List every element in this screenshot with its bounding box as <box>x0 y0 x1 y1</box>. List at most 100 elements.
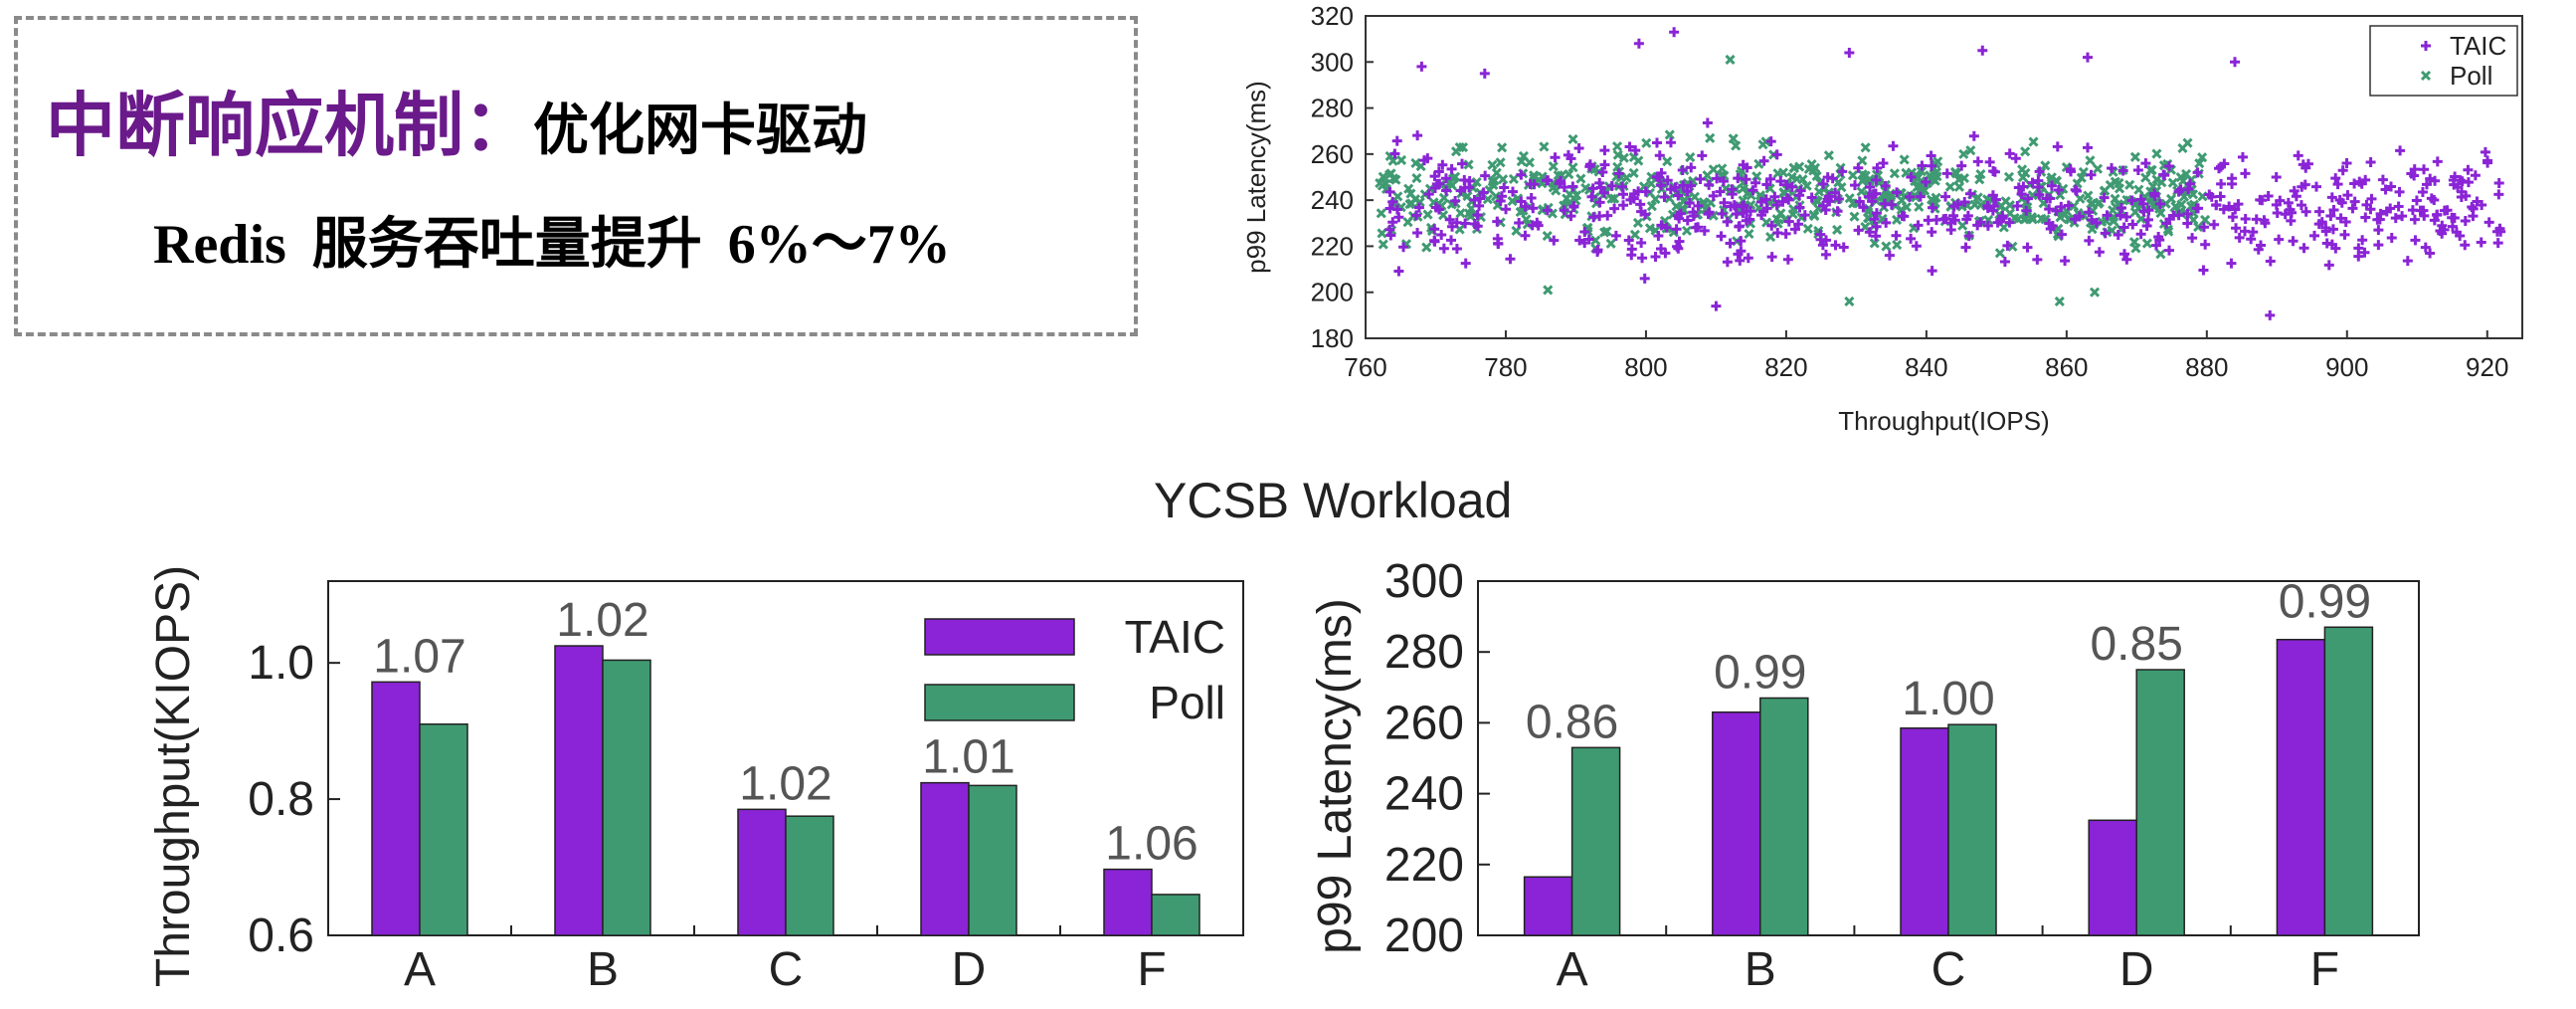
taic-point <box>1880 180 1891 191</box>
taic-point <box>2313 219 2324 230</box>
poll-point <box>1832 224 1843 235</box>
poll-point <box>1646 171 1657 182</box>
scatter-x-tick-label: 760 <box>1344 352 1386 382</box>
taic-point <box>1820 235 1831 246</box>
poll-point <box>2420 70 2432 82</box>
taic-point <box>1699 225 1710 236</box>
taic-point <box>1479 68 1490 79</box>
poll-point <box>1515 206 1526 218</box>
taic-point <box>1892 187 1903 198</box>
taic-point <box>1766 252 1777 263</box>
taic-point <box>2102 210 2113 221</box>
taic-point <box>1972 220 1983 231</box>
poll-point <box>1495 157 1506 168</box>
taic-point <box>1639 273 1650 284</box>
scatter-x-axis-label: Throughput(IOPS) <box>1838 406 2049 436</box>
throughput-x-tick-label: D <box>952 943 987 996</box>
taic-point <box>1588 212 1599 223</box>
callout-sub-text: 服务吞吐量提升 <box>311 212 702 277</box>
latency-x-tick-label: B <box>1745 943 1776 996</box>
taic-point <box>2339 229 2350 240</box>
poll-point <box>2110 193 2120 204</box>
poll-point <box>1605 238 1616 249</box>
throughput-legend-swatch-poll <box>924 684 1075 721</box>
poll-point <box>1788 162 1799 173</box>
taic-point <box>1941 168 1952 179</box>
latency-x-tick-label: A <box>1557 943 1588 996</box>
taic-point <box>2349 196 2360 207</box>
taic-point <box>1905 191 1916 202</box>
poll-point <box>1448 173 1459 184</box>
taic-point <box>2411 195 2422 206</box>
poll-point <box>2181 168 2192 179</box>
taic-point <box>1446 235 1457 246</box>
taic-point <box>2198 265 2209 276</box>
taic-point <box>2004 148 2015 159</box>
taic-point <box>2143 205 2154 216</box>
latency-bar-taic-b <box>1712 710 1761 936</box>
scatter-x-tick-label: 800 <box>1624 352 1667 382</box>
taic-point <box>1818 178 1829 189</box>
poll-point <box>1892 239 1903 251</box>
poll-point <box>1529 170 1540 181</box>
taic-point <box>1982 220 1993 231</box>
taic-point <box>1872 162 1883 173</box>
taic-point <box>1871 208 1882 219</box>
taic-point <box>1693 200 1704 211</box>
poll-point <box>1590 235 1601 246</box>
taic-point <box>1864 182 1875 193</box>
taic-point <box>2012 200 2023 211</box>
taic-point <box>2373 240 2384 251</box>
taic-point <box>2082 52 2093 63</box>
poll-point <box>2163 226 2174 237</box>
taic-point <box>1782 193 1793 204</box>
taic-point <box>2286 215 2297 226</box>
poll-point <box>1497 142 1508 153</box>
taic-point <box>1928 202 1937 213</box>
taic-point <box>2314 206 2324 217</box>
scatter-x-tick-label: 820 <box>1764 352 1807 382</box>
poll-point <box>2151 148 2162 159</box>
poll-point <box>2093 198 2104 209</box>
taic-point <box>1579 227 1590 238</box>
taic-point <box>1750 177 1761 188</box>
taic-point <box>1686 162 1697 173</box>
poll-point <box>1646 201 1657 212</box>
poll-point <box>1797 174 1808 185</box>
taic-point <box>2224 201 2235 212</box>
poll-point <box>1844 296 1855 307</box>
taic-point <box>1947 210 1958 221</box>
poll-point <box>2155 249 2166 260</box>
taic-point <box>2330 173 2341 184</box>
poll-point <box>2003 171 2015 182</box>
taic-point <box>2311 181 2321 192</box>
latency-x-tick-label: F <box>2310 943 2339 996</box>
poll-point <box>1392 191 1403 202</box>
poll-point <box>1395 154 1407 166</box>
poll-point <box>2154 203 2165 214</box>
taic-point <box>1423 189 1434 200</box>
taic-point <box>1864 227 1875 238</box>
poll-point <box>1482 194 1493 205</box>
poll-point <box>1471 177 1482 188</box>
poll-point <box>1463 159 1474 170</box>
taic-point <box>2052 141 2063 152</box>
taic-point <box>2360 212 2371 223</box>
poll-point <box>1864 175 1875 186</box>
poll-point <box>1958 172 1970 184</box>
taic-point <box>2135 194 2146 205</box>
scatter-legend-box <box>2369 25 2518 97</box>
taic-point <box>1780 228 1791 239</box>
taic-point <box>2460 215 2471 226</box>
scatter-y-tick-label: 260 <box>1311 139 1354 169</box>
taic-point <box>2053 184 2064 195</box>
poll-point <box>1518 150 1529 162</box>
taic-point <box>2226 258 2237 269</box>
taic-point <box>2483 157 2493 168</box>
taic-point <box>1630 145 1641 156</box>
poll-point <box>1507 196 1518 207</box>
taic-point <box>1472 221 1483 232</box>
poll-point <box>2129 151 2140 162</box>
taic-point <box>2285 204 2296 215</box>
